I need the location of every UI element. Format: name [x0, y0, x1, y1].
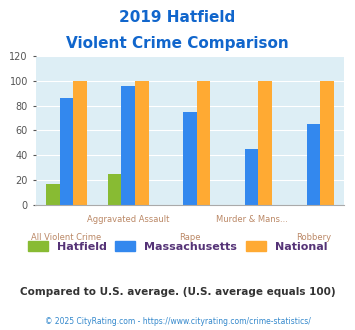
Bar: [135, 81, 148, 205]
Text: Murder & Mans...: Murder & Mans...: [216, 214, 288, 223]
Bar: [121, 86, 135, 205]
Text: Rape: Rape: [179, 233, 201, 242]
Text: Robbery: Robbery: [296, 233, 331, 242]
Text: All Violent Crime: All Violent Crime: [31, 233, 102, 242]
Bar: [258, 81, 272, 205]
Bar: [108, 174, 121, 205]
Bar: [197, 81, 210, 205]
Bar: [245, 149, 258, 205]
Text: Violent Crime Comparison: Violent Crime Comparison: [66, 36, 289, 51]
Bar: [307, 124, 320, 205]
Text: Aggravated Assault: Aggravated Assault: [87, 214, 169, 223]
Bar: [46, 183, 60, 205]
Text: 2019 Hatfield: 2019 Hatfield: [119, 10, 236, 25]
Bar: [183, 112, 197, 205]
Text: Compared to U.S. average. (U.S. average equals 100): Compared to U.S. average. (U.S. average …: [20, 287, 335, 297]
Bar: [73, 81, 87, 205]
Text: © 2025 CityRating.com - https://www.cityrating.com/crime-statistics/: © 2025 CityRating.com - https://www.city…: [45, 317, 310, 326]
Bar: [60, 98, 73, 205]
Bar: [320, 81, 334, 205]
Legend: Hatfield, Massachusetts, National: Hatfield, Massachusetts, National: [23, 237, 332, 256]
